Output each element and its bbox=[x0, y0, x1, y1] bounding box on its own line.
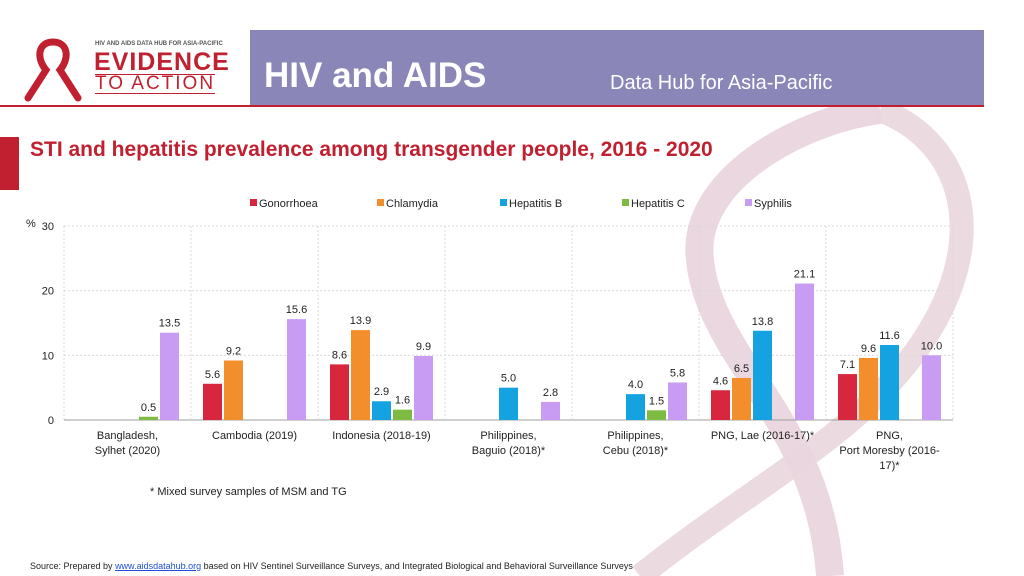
y-tick-label: 10 bbox=[42, 350, 54, 362]
data-label: 9.9 bbox=[416, 341, 431, 353]
data-label: 1.6 bbox=[395, 395, 410, 407]
source-suffix: based on HIV Sentinel Surveillance Surve… bbox=[203, 561, 633, 571]
data-label: 15.6 bbox=[286, 304, 307, 316]
y-axis-label: % bbox=[26, 218, 36, 230]
legend-label: Syphilis bbox=[754, 198, 792, 210]
bar-hepatitis-b bbox=[499, 387, 518, 420]
legend-label: Gonorrhoea bbox=[259, 198, 319, 210]
header-subtitle: Data Hub for Asia-Pacific bbox=[610, 72, 833, 94]
bar-syphilis bbox=[414, 355, 433, 420]
x-tick-label: Sylhet (2020) bbox=[95, 445, 160, 457]
page-title: STI and hepatitis prevalence among trans… bbox=[30, 138, 713, 161]
data-label: 21.1 bbox=[794, 269, 815, 281]
bar-chlamydia bbox=[351, 330, 370, 420]
x-tick-label: Philippines, bbox=[607, 430, 663, 442]
logo-main-text: EVIDENCE bbox=[94, 48, 230, 76]
x-tick-label: Baguio (2018)* bbox=[472, 445, 546, 457]
legend-label: Chlamydia bbox=[386, 198, 439, 210]
data-label: 5.0 bbox=[501, 373, 516, 385]
data-label: 8.6 bbox=[332, 349, 347, 361]
bar-syphilis bbox=[922, 355, 941, 420]
x-tick-label: PNG, Lae (2016-17)* bbox=[711, 430, 815, 442]
data-label: 7.1 bbox=[840, 359, 855, 371]
x-tick-label: 17)* bbox=[879, 460, 900, 472]
data-label: 0.5 bbox=[141, 402, 156, 414]
y-tick-label: 20 bbox=[42, 286, 54, 298]
bar-gonorrhoea bbox=[203, 383, 222, 420]
x-tick-label: Port Moresby (2016- bbox=[839, 445, 940, 457]
logo-tagline: HIV AND AIDS DATA HUB FOR ASIA-PACIFIC bbox=[95, 41, 223, 47]
data-label: 2.8 bbox=[543, 387, 558, 399]
bar-hepatitis-b bbox=[753, 330, 772, 420]
bar-syphilis bbox=[287, 319, 306, 420]
legend-label: Hepatitis B bbox=[509, 198, 562, 210]
legend-swatch bbox=[500, 199, 507, 206]
bar-hepatitis-c bbox=[139, 416, 158, 420]
title-accent-bar bbox=[0, 137, 19, 190]
data-label: 13.8 bbox=[752, 316, 773, 328]
data-label: 9.2 bbox=[226, 346, 241, 358]
bar-hepatitis-b bbox=[626, 394, 645, 420]
header-bar: HIV AND AIDS DATA HUB FOR ASIA-PACIFIC E… bbox=[0, 30, 984, 107]
y-tick-label: 0 bbox=[48, 415, 54, 427]
source-note: Source: Prepared by www.aidsdatahub.org … bbox=[30, 561, 633, 571]
legend-swatch bbox=[377, 199, 384, 206]
x-tick-label: Bangladesh, bbox=[97, 430, 158, 442]
bar-gonorrhoea bbox=[711, 390, 730, 420]
red-ribbon-icon bbox=[24, 38, 82, 102]
bar-hepatitis-c bbox=[647, 410, 666, 420]
bar-chlamydia bbox=[224, 360, 243, 420]
x-tick-label: Philippines, bbox=[480, 430, 536, 442]
bar-hepatitis-c bbox=[393, 409, 412, 420]
bar-chlamydia bbox=[859, 357, 878, 420]
x-tick-label: Cambodia (2019) bbox=[212, 430, 297, 442]
bar-gonorrhoea bbox=[838, 374, 857, 420]
source-prefix: Source: Prepared by bbox=[30, 561, 113, 571]
x-tick-label: PNG, bbox=[876, 430, 903, 442]
data-label: 6.5 bbox=[734, 363, 749, 375]
data-label: 1.5 bbox=[649, 395, 664, 407]
legend-swatch bbox=[622, 199, 629, 206]
bar-syphilis bbox=[160, 332, 179, 420]
logo-sub-text: TO ACTION bbox=[95, 73, 216, 94]
source-link[interactable]: www.aidsdatahub.org bbox=[115, 561, 202, 571]
data-label: 2.9 bbox=[374, 386, 389, 398]
bar-syphilis bbox=[668, 382, 687, 420]
data-label: 13.5 bbox=[159, 318, 180, 330]
legend-swatch bbox=[745, 199, 752, 206]
legend-label: Hepatitis C bbox=[631, 198, 685, 210]
data-label: 4.6 bbox=[713, 375, 728, 387]
logo[interactable]: HIV AND AIDS DATA HUB FOR ASIA-PACIFIC E… bbox=[0, 30, 250, 105]
data-label: 4.0 bbox=[628, 379, 643, 391]
footnote: * Mixed survey samples of MSM and TG bbox=[150, 486, 347, 498]
header-title: HIV and AIDS bbox=[264, 56, 487, 95]
data-label: 5.6 bbox=[205, 369, 220, 381]
legend-swatch bbox=[250, 199, 257, 206]
x-tick-label: Cebu (2018)* bbox=[603, 445, 669, 457]
x-tick-label: Indonesia (2018-19) bbox=[332, 430, 430, 442]
bar-syphilis bbox=[795, 283, 814, 420]
bar-hepatitis-b bbox=[372, 401, 391, 420]
bar-syphilis bbox=[541, 401, 560, 420]
bar-hepatitis-b bbox=[880, 344, 899, 420]
data-label: 5.8 bbox=[670, 367, 685, 379]
data-label: 10.0 bbox=[921, 340, 942, 352]
y-tick-label: 30 bbox=[42, 221, 54, 233]
bar-gonorrhoea bbox=[330, 364, 349, 420]
data-label: 11.6 bbox=[879, 330, 900, 342]
data-label: 13.9 bbox=[350, 315, 371, 327]
bar-chlamydia bbox=[732, 377, 751, 420]
data-label: 9.6 bbox=[861, 343, 876, 355]
